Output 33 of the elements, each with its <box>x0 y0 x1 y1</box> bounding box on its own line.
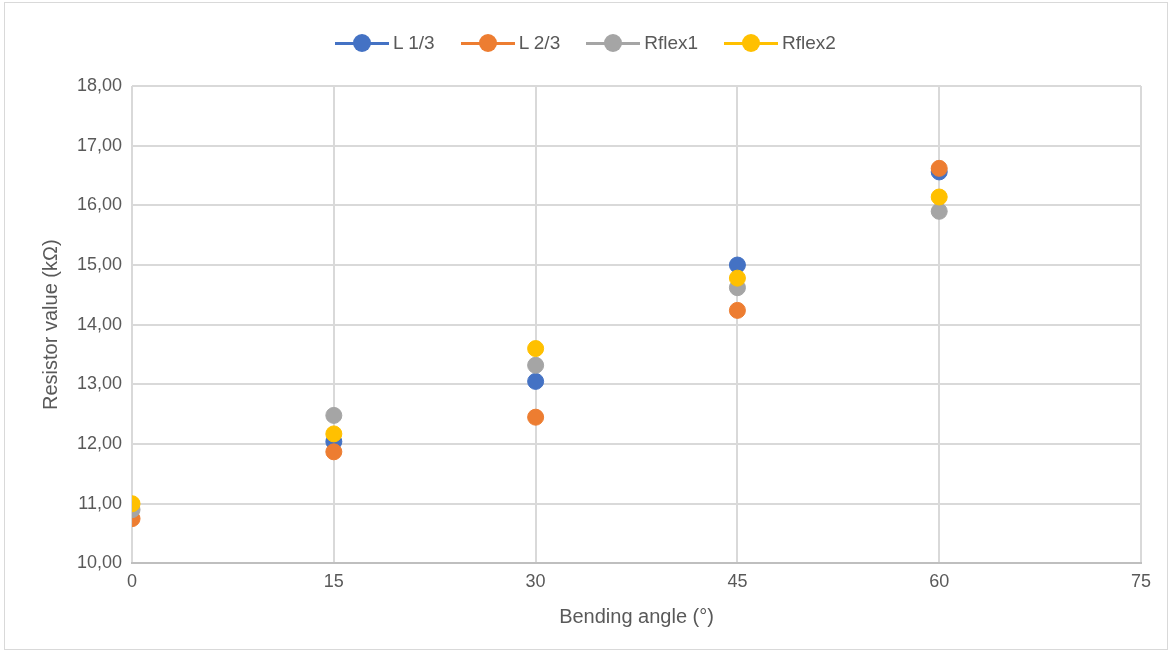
point <box>527 340 545 358</box>
x-tick-label: 45 <box>727 571 748 592</box>
point <box>325 443 343 461</box>
x-tick-label: 75 <box>1130 571 1152 592</box>
legend-label: Rflex1 <box>644 32 699 54</box>
point <box>325 406 343 424</box>
x-tick-label: 30 <box>525 571 546 592</box>
y-tick-label: 15,00 <box>77 253 123 274</box>
y-tick-label: 10,00 <box>77 552 123 573</box>
y-tick-label: 11,00 <box>78 492 123 513</box>
point <box>930 159 948 177</box>
point <box>930 188 948 206</box>
x-axis-title: Bending angle (°) <box>559 604 714 627</box>
point <box>527 356 545 374</box>
y-tick-label: 17,00 <box>77 134 123 155</box>
legend-label: Rflex2 <box>782 32 836 54</box>
y-tick-label: 16,00 <box>77 194 123 215</box>
point <box>325 425 343 443</box>
legend-label: L 2/3 <box>518 32 561 54</box>
y-axis-title: Resistor value (kΩ) <box>38 239 61 410</box>
point <box>728 269 746 287</box>
y-tick-label: 13,00 <box>77 373 123 394</box>
legend-label: L 1/3 <box>393 32 435 54</box>
y-tick-label: 14,00 <box>77 313 123 334</box>
x-tick-label: 60 <box>929 571 950 592</box>
x-tick-label: 0 <box>127 571 138 592</box>
point <box>527 408 545 426</box>
y-tick-label: 12,00 <box>77 433 123 454</box>
x-tick-label: 15 <box>323 571 344 592</box>
point <box>728 301 746 319</box>
point <box>527 372 545 390</box>
y-tick-label: 18,00 <box>77 74 123 95</box>
point <box>930 202 948 220</box>
